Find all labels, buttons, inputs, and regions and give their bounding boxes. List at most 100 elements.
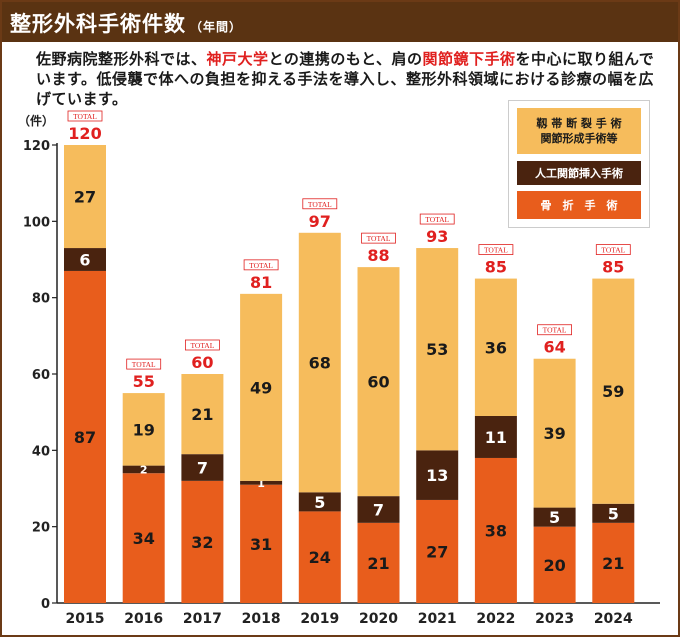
data-label-arthroscopic-2024: 59	[602, 382, 624, 401]
bar-fracture-2023	[533, 526, 576, 603]
data-label-arthroscopic-2021: 53	[426, 340, 448, 359]
legend-arthroscopic-line1: 靱 帯 断 裂 手 術	[536, 117, 622, 130]
page-subtitle: （年間）	[190, 20, 243, 34]
data-label-joint-2020: 7	[373, 500, 384, 519]
intro-part-1: 佐野病院整形外科では、	[36, 50, 207, 68]
intro-highlight-arthroscopy: 関節鏡下手術	[422, 50, 516, 68]
bar-joint-2019	[298, 492, 341, 512]
data-label-fracture-2019: 24	[309, 548, 331, 567]
data-label-fracture-2016: 34	[133, 529, 155, 548]
total-value-2024: 85	[602, 258, 624, 277]
header-bar: 整形外科手術件数 （年間）	[2, 2, 678, 42]
bar-fracture-2019	[298, 511, 341, 603]
bar-fracture-2018	[240, 484, 283, 603]
x-tick-label-2021: 2021	[418, 611, 457, 627]
total-value-2017: 60	[191, 353, 213, 372]
bar-fracture-2021	[416, 499, 459, 603]
data-label-fracture-2020: 21	[367, 554, 389, 573]
total-value-2018: 81	[250, 273, 272, 292]
title-text: 整形外科手術件数	[10, 12, 186, 36]
y-tick-label: 40	[32, 444, 50, 459]
x-tick-label-2018: 2018	[242, 611, 281, 627]
bar-fracture-2020	[357, 522, 400, 603]
intro-text: 佐野病院整形外科では、神戸大学との連携のもと、肩の関節鏡下手術を中心に取り組んで…	[36, 49, 666, 109]
total-tag-2024: TOTAL	[601, 246, 625, 255]
x-tick-label-2022: 2022	[476, 611, 515, 627]
bar-arthroscopic-2018	[240, 293, 283, 481]
total-value-2023: 64	[543, 338, 565, 357]
y-tick-label: 0	[41, 597, 50, 612]
total-tag-box-2019	[302, 198, 338, 210]
total-value-2022: 85	[485, 258, 507, 277]
x-tick-label-2015: 2015	[66, 611, 105, 627]
legend-fracture: 骨 折 手 術	[517, 191, 641, 219]
legend-joint-replacement: 人工関節挿入手術	[517, 161, 641, 185]
data-label-fracture-2015: 87	[74, 428, 96, 447]
y-tick-label: 120	[23, 139, 50, 154]
data-label-fracture-2023: 20	[543, 556, 565, 575]
y-tick-label: 20	[32, 521, 50, 536]
x-tick-label-2016: 2016	[124, 611, 163, 627]
total-tag-2017: TOTAL	[190, 341, 214, 350]
total-tag-2019: TOTAL	[308, 200, 332, 209]
data-label-fracture-2022: 38	[485, 521, 507, 540]
total-tag-box-2018	[243, 259, 279, 271]
bar-fracture-2022	[474, 457, 517, 603]
bar-joint-2017	[181, 454, 224, 481]
bar-arthroscopic-2024	[592, 278, 635, 504]
y-tick-label: 80	[32, 292, 50, 307]
total-tag-box-2023	[537, 324, 572, 336]
intro-highlight-kobe: 神戸大学	[206, 50, 269, 68]
bar-arthroscopic-2021	[416, 248, 459, 451]
bar-joint-2021	[416, 450, 459, 500]
bar-joint-2024	[592, 503, 635, 523]
total-tag-box-2020	[361, 232, 396, 244]
bar-joint-2022	[474, 415, 517, 458]
total-value-2019: 97	[309, 212, 331, 231]
data-label-arthroscopic-2023: 39	[543, 424, 565, 443]
data-label-fracture-2021: 27	[426, 542, 448, 561]
data-label-arthroscopic-2018: 49	[250, 378, 272, 397]
bar-joint-2015	[64, 248, 106, 271]
total-tag-box-2017	[184, 339, 220, 351]
data-label-joint-2017: 7	[197, 459, 208, 478]
data-label-joint-2018: 1	[257, 477, 265, 490]
intro-part-2: との連携のもと、肩の	[268, 50, 423, 68]
y-tick-label: 100	[23, 215, 50, 230]
total-value-2021: 93	[426, 227, 448, 246]
data-label-arthroscopic-2022: 36	[485, 338, 507, 357]
total-tag-2022: TOTAL	[484, 246, 508, 255]
bar-arthroscopic-2017	[181, 374, 224, 455]
x-tick-label-2017: 2017	[183, 611, 222, 627]
legend-arthroscopic-line2: 関節形成手術等	[540, 132, 618, 145]
total-tag-2018: TOTAL	[249, 261, 273, 270]
x-tick-label-2019: 2019	[300, 611, 339, 627]
total-tag-2020: TOTAL	[367, 234, 391, 243]
bar-joint-2023	[533, 507, 576, 527]
total-tag-2023: TOTAL	[543, 326, 567, 335]
bar-arthroscopic-2015	[64, 145, 106, 249]
bar-fracture-2016	[122, 473, 165, 603]
bar-arthroscopic-2022	[474, 278, 517, 416]
bar-fracture-2017	[181, 480, 224, 603]
data-label-joint-2016: 2	[140, 463, 148, 476]
data-label-arthroscopic-2017: 21	[191, 405, 213, 424]
bar-joint-2020	[357, 496, 400, 523]
total-tag-box-2021	[419, 213, 455, 225]
data-label-arthroscopic-2015: 27	[74, 188, 96, 207]
page-title: 整形外科手術件数 （年間）	[10, 8, 242, 38]
data-label-joint-2023: 5	[549, 508, 560, 527]
y-axis-unit: （件）	[18, 113, 54, 128]
data-label-joint-2024: 5	[608, 504, 619, 523]
bar-arthroscopic-2019	[298, 232, 341, 493]
data-label-fracture-2018: 31	[250, 535, 272, 554]
data-label-arthroscopic-2019: 68	[309, 354, 331, 373]
total-tag-2016: TOTAL	[132, 360, 156, 369]
data-label-fracture-2024: 21	[602, 554, 624, 573]
bar-joint-2018	[240, 480, 283, 485]
data-label-joint-2019: 5	[314, 493, 325, 512]
data-label-arthroscopic-2020: 60	[367, 373, 389, 392]
bar-arthroscopic-2023	[533, 358, 576, 508]
data-label-fracture-2017: 32	[191, 533, 213, 552]
